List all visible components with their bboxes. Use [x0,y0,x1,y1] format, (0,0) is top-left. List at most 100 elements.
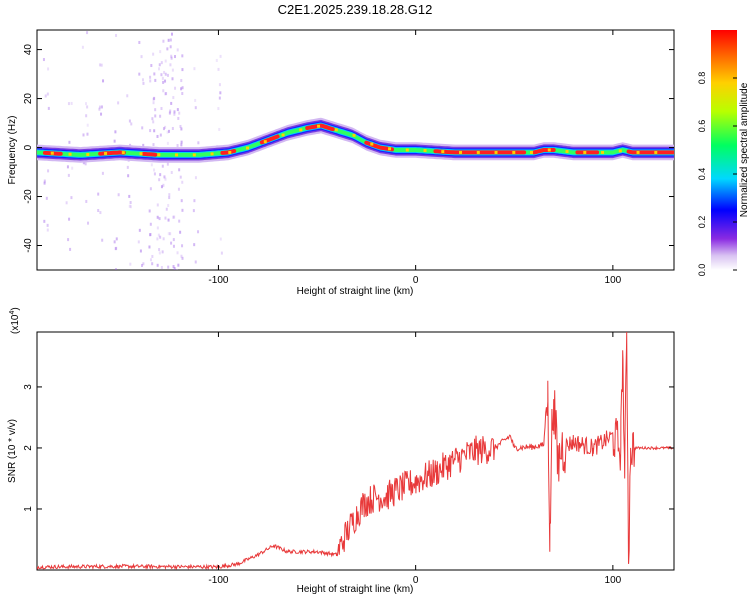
spectrogram-noise-cell [164,59,167,63]
spectrogram-noise-cell [168,196,171,200]
spectrogram-noise-cell [139,249,142,253]
spectrogram-noise-cell [127,174,130,178]
spectrogram-peak-cell [618,149,622,153]
spectrogram-x-tick-label: 0 [413,275,419,286]
spectrogram-noise-cell [154,114,157,118]
spectrogram-noise-cell [71,166,74,170]
colorbar-tick-label: 0.2 [697,216,707,229]
spectrogram-peak-cell [68,152,72,156]
spectrogram-noise-cell [68,217,71,221]
spectrogram-noise-cell [158,251,161,255]
spectrogram-noise-cell [85,102,88,106]
spectrogram-noise-cell [194,176,197,180]
snr-y-tick-label: 2 [23,445,34,451]
spectrogram-noise-cell [172,238,175,242]
spectrogram-peak-cell [104,151,108,155]
spectrogram-hot-core [98,150,126,156]
spectrogram-noise-cell [178,168,181,172]
spectrogram-peak-cell [370,142,374,146]
colorbar-tick-label: 0.6 [697,120,707,133]
spectrogram-x-tick-label: -100 [208,275,228,286]
spectrogram-noise-cell [168,129,171,133]
spectrogram-noise-cell [115,246,118,250]
spectrogram-peak-cell [547,148,551,152]
spectrogram-panel: -100 0 100 -40 -20 0 20 40 Height of straight … [7,29,675,297]
spectrogram-noise-cell [153,172,156,176]
spectrogram-noise-cell [97,208,100,212]
snr-exponent-base: (x10 [10,314,21,334]
spectrogram-noise-cell [158,178,161,182]
spectrogram-noise-cell [169,63,172,67]
spectrogram-noise-cell [217,107,220,111]
spectrogram-noise-cell [170,56,173,60]
spectrogram-noise-cell [114,247,117,251]
spectrogram-noise-cell [180,143,183,147]
spectrogram-noise-cell [142,81,145,85]
spectrogram-noise-cell [43,181,46,185]
spectrogram-noise-cell [166,130,169,134]
spectrogram-peak-cell [388,147,392,151]
spectrogram-noise-cell [47,106,50,110]
spectrogram-noise-cell [138,228,141,232]
spectrogram-noise-cell [162,127,165,131]
spectrogram-noise-cell [170,32,173,36]
spectrogram-noise-cell [47,67,50,71]
spectrogram-noise-cell [153,168,156,172]
snr-x-tick-label: 0 [413,575,419,586]
spectrogram-noise-cell [82,133,85,137]
spectrogram-peak-cell [210,152,214,156]
spectrogram-noise-cell [170,101,173,105]
spectrogram-noise-cell [159,50,162,54]
spectrogram-noise-cell [166,47,169,51]
spectrogram-noise-cell [164,125,167,129]
spectrogram-noise-cell [177,116,180,120]
spectrogram-noise-cell [173,267,176,270]
spectrogram-hot-core [141,151,158,157]
spectrogram-noise-cell [113,240,116,244]
spectrogram-noise-cell [86,31,89,35]
spectrogram-noise-cell [67,102,70,106]
spectrogram-noise-cell [45,196,48,200]
spectrogram-noise-cell [161,164,164,168]
spectrogram-peak-cell [423,148,427,152]
spectrogram-noise-cell [142,262,145,266]
spectrogram-peak-cell [352,133,356,137]
spectrogram-noise-cell [180,87,183,91]
spectrogram-noise-cell [141,263,144,267]
spectrogram-noise-cell [167,265,170,269]
spectrogram-noise-cell [149,258,152,262]
spectrogram-noise-cell [46,92,49,96]
spectrogram-noise-cell [181,86,184,90]
spectrogram-peak-cell [192,153,196,157]
spectrogram-noise-cell [149,75,152,79]
spectrogram-noise-cell [70,101,73,105]
spectrogram-noise-cell [217,67,220,71]
spectrogram-noise-cell [156,215,159,219]
spectrogram-peak-cell [299,128,303,132]
spectrogram-noise-cell [160,185,163,189]
snr-panel: -100 0 100 1 2 3 (x104) Height of straight l… [7,307,675,595]
spectrogram-peak-cell [636,150,640,154]
spectrogram-noise-cell [138,72,141,76]
spectrogram-noise-cell [170,170,173,174]
spectrogram-y-tick-label: -40 [23,238,34,253]
snr-y-ticks: 1 2 3 [23,384,674,512]
spectrogram-noise-cell [153,96,156,100]
spectrogram-noise-cell [86,105,89,109]
spectrogram-noise-cell [46,223,49,227]
spectrogram-noise-cell [181,256,184,260]
spectrogram-noise-cell [165,92,168,96]
spectrogram-noise-cell [192,209,195,213]
spectrogram-noise-cell [43,179,46,183]
snr-x-axis-label: Height of straight line (km) [297,584,414,595]
colorbar-gradient [711,30,737,270]
spectrogram-noise-cell [167,203,170,207]
spectrogram-noise-cell [164,177,167,181]
spectrogram-noise-cell [156,226,159,230]
spectrogram-noise-cell [151,117,154,121]
snr-y-tick-label: 1 [23,506,34,512]
spectrogram-noise-cell [162,80,165,84]
spectrogram-noise-cell [154,108,157,112]
spectrogram-noise-cell [194,260,197,264]
